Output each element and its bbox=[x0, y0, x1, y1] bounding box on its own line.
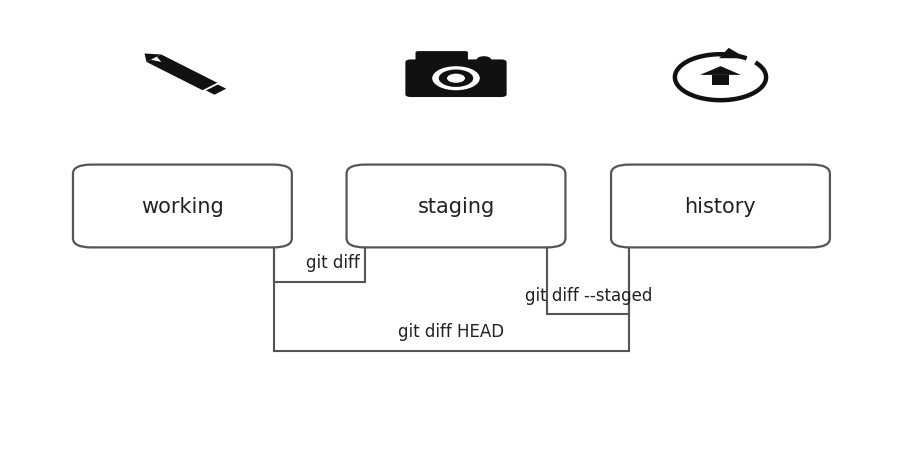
Text: history: history bbox=[684, 196, 755, 217]
FancyBboxPatch shape bbox=[346, 165, 565, 248]
Polygon shape bbox=[201, 83, 220, 92]
FancyBboxPatch shape bbox=[610, 165, 829, 248]
Polygon shape bbox=[205, 85, 226, 95]
Polygon shape bbox=[147, 56, 218, 91]
FancyBboxPatch shape bbox=[73, 165, 292, 248]
Circle shape bbox=[446, 74, 465, 84]
Text: git diff --staged: git diff --staged bbox=[524, 286, 651, 304]
Text: git diff: git diff bbox=[306, 254, 359, 272]
Polygon shape bbox=[151, 58, 161, 63]
Polygon shape bbox=[711, 76, 728, 86]
Text: working: working bbox=[141, 196, 223, 217]
Polygon shape bbox=[700, 67, 740, 76]
Text: git diff HEAD: git diff HEAD bbox=[398, 323, 504, 341]
Circle shape bbox=[438, 70, 473, 88]
Circle shape bbox=[432, 67, 479, 91]
Polygon shape bbox=[144, 54, 161, 63]
FancyBboxPatch shape bbox=[415, 52, 467, 65]
Circle shape bbox=[476, 57, 491, 65]
Polygon shape bbox=[719, 49, 746, 59]
FancyBboxPatch shape bbox=[404, 60, 507, 98]
Text: staging: staging bbox=[417, 196, 494, 217]
